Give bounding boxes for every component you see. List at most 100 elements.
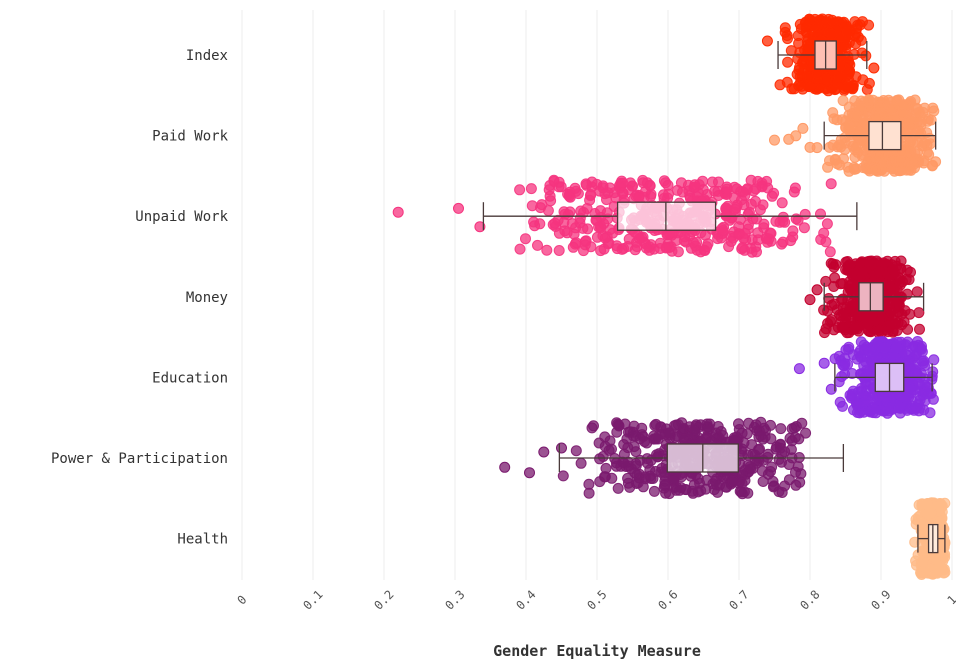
- data-point: [652, 433, 664, 445]
- data-point: [701, 424, 713, 436]
- outlier-point: [499, 461, 511, 473]
- data-point: [586, 176, 598, 188]
- data-point: [776, 448, 788, 460]
- data-point: [775, 423, 787, 435]
- data-point: [585, 241, 597, 253]
- series-unpaid-work: Unpaid Work: [135, 174, 858, 258]
- data-point: [862, 154, 874, 166]
- series-index: Index: [186, 13, 880, 97]
- data-point: [913, 378, 925, 390]
- box-iqr: [868, 120, 902, 151]
- data-point: [850, 110, 862, 122]
- category-label: Paid Work: [152, 129, 228, 145]
- data-point: [706, 176, 718, 188]
- data-point: [678, 235, 690, 247]
- outlier-point: [811, 284, 823, 296]
- tick-label: 0.7: [726, 587, 751, 612]
- data-point: [762, 182, 774, 194]
- data-point: [852, 31, 864, 43]
- data-point: [650, 466, 661, 477]
- data-point: [548, 175, 560, 187]
- data-point: [858, 311, 870, 323]
- data-point: [931, 566, 942, 578]
- data-point: [800, 26, 812, 38]
- data-point: [833, 376, 845, 388]
- data-point: [670, 419, 682, 431]
- data-point: [779, 480, 791, 492]
- tick-label: 0.3: [442, 587, 467, 612]
- data-point: [788, 186, 800, 198]
- box-iqr: [858, 282, 884, 312]
- data-point: [599, 431, 611, 443]
- data-point: [930, 156, 942, 168]
- data-point: [794, 476, 806, 488]
- data-point: [654, 243, 666, 254]
- data-point: [644, 180, 656, 192]
- data-point: [751, 246, 762, 258]
- data-point: [663, 427, 675, 439]
- data-point: [836, 114, 848, 126]
- data-point: [841, 81, 853, 93]
- outlier-point: [818, 357, 830, 369]
- data-point: [784, 432, 796, 444]
- category-label: Education: [152, 370, 228, 386]
- data-point: [597, 182, 609, 194]
- data-point: [526, 200, 538, 212]
- tick-label: 0.4: [513, 587, 538, 612]
- category-label: Health: [177, 532, 228, 548]
- data-point: [883, 94, 895, 106]
- data-point: [861, 395, 873, 407]
- data-point: [736, 478, 748, 489]
- data-point: [819, 327, 830, 339]
- series-paid-work: Paid Work: [152, 94, 942, 177]
- tick-label: 0.1: [300, 587, 325, 612]
- data-point: [815, 208, 826, 220]
- outlier-point: [793, 363, 805, 375]
- outlier-point: [811, 142, 823, 154]
- data-point: [601, 194, 612, 206]
- data-point: [663, 488, 675, 500]
- data-point: [913, 307, 925, 319]
- data-point: [611, 426, 623, 438]
- data-point: [896, 319, 908, 331]
- data-point: [520, 233, 531, 245]
- data-point: [914, 323, 925, 335]
- category-label: Unpaid Work: [135, 209, 228, 225]
- data-point: [721, 183, 733, 195]
- data-point: [692, 486, 704, 498]
- data-point: [843, 120, 855, 132]
- x-axis-title: Gender Equality Measure: [493, 642, 701, 660]
- data-point: [553, 245, 565, 256]
- outlier-point: [804, 294, 816, 306]
- data-point: [821, 73, 832, 85]
- data-point: [766, 190, 778, 202]
- data-point: [628, 441, 640, 453]
- data-point: [593, 221, 605, 233]
- data-point: [774, 439, 786, 451]
- tick-label: 0: [234, 592, 249, 607]
- data-point: [549, 217, 561, 229]
- data-point: [846, 278, 857, 290]
- data-point: [733, 221, 745, 233]
- data-point: [787, 225, 799, 237]
- data-point: [921, 498, 932, 510]
- outlier-point: [797, 122, 809, 134]
- data-point: [855, 336, 867, 348]
- data-point: [833, 71, 845, 83]
- data-point: [825, 178, 837, 190]
- data-point: [829, 353, 841, 365]
- data-point: [866, 354, 878, 366]
- data-point: [851, 353, 863, 365]
- data-point: [928, 354, 940, 366]
- data-point: [595, 205, 606, 217]
- data-point: [855, 267, 867, 279]
- data-point: [846, 392, 857, 404]
- data-point: [834, 309, 846, 321]
- data-point: [826, 29, 838, 40]
- box-iqr: [616, 201, 717, 231]
- data-point: [879, 342, 891, 354]
- data-point: [878, 257, 889, 269]
- outlier-point: [825, 383, 837, 395]
- data-point: [624, 426, 636, 438]
- data-point: [800, 427, 812, 439]
